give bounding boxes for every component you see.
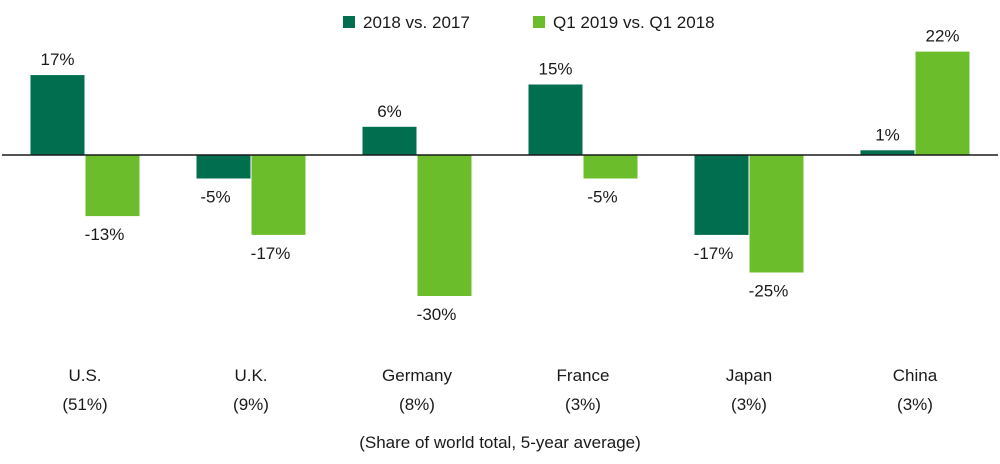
legend-label-1: 2018 vs. 2017	[363, 13, 470, 32]
category-share-label: (9%)	[233, 395, 269, 414]
category-label: China	[893, 366, 938, 385]
category-label: France	[557, 366, 610, 385]
legend-swatch-1	[343, 16, 355, 28]
bar-france-series-1	[528, 84, 583, 155]
bar-china-series-2	[915, 51, 970, 155]
bar-china-series-1	[860, 150, 915, 155]
bar-japan-series-2	[749, 155, 804, 273]
data-labels: 17% -13% -5% -17% 6% -30% 15% -5% -17% -25% 1% 22%	[40, 27, 959, 324]
category-label: U.K.	[234, 366, 267, 385]
data-label: -5%	[587, 188, 617, 207]
data-label: 15%	[538, 60, 572, 79]
bar-us-series-2	[85, 155, 140, 217]
bar-uk-series-1	[196, 155, 251, 179]
category-share-label: (51%)	[62, 395, 107, 414]
category-share-label: (8%)	[399, 395, 435, 414]
data-label: -25%	[749, 282, 789, 301]
data-label: -30%	[417, 305, 457, 324]
bar-uk-series-2	[251, 155, 306, 235]
category-label: Germany	[382, 366, 452, 385]
category-share-label: (3%)	[897, 395, 933, 414]
data-label: 17%	[40, 50, 74, 69]
category-label: U.S.	[68, 366, 101, 385]
legend-label-2: Q1 2019 vs. Q1 2018	[553, 13, 715, 32]
data-label: 22%	[925, 27, 959, 46]
data-label: -17%	[694, 244, 734, 263]
bar-germany-series-2	[417, 155, 472, 296]
bar-germany-series-1	[362, 126, 417, 155]
bars	[30, 51, 970, 296]
data-label: 6%	[377, 102, 402, 121]
category-label: Japan	[726, 366, 772, 385]
category-labels: U.S. (51%) U.K. (9%) Germany (8%) France (3%) Ja…	[62, 366, 937, 414]
data-label: 1%	[875, 125, 900, 144]
x-axis-label: (Share of world total, 5-year average)	[359, 433, 641, 452]
bar-japan-series-1	[694, 155, 749, 235]
data-label: -5%	[200, 188, 230, 207]
data-label: -13%	[85, 225, 125, 244]
category-share-label: (3%)	[731, 395, 767, 414]
data-label: -17%	[251, 244, 291, 263]
legend-swatch-2	[533, 16, 545, 28]
legend: 2018 vs. 2017 Q1 2019 vs. Q1 2018	[343, 13, 715, 32]
bar-us-series-1	[30, 75, 85, 155]
category-share-label: (3%)	[565, 395, 601, 414]
bar-france-series-2	[583, 155, 638, 179]
